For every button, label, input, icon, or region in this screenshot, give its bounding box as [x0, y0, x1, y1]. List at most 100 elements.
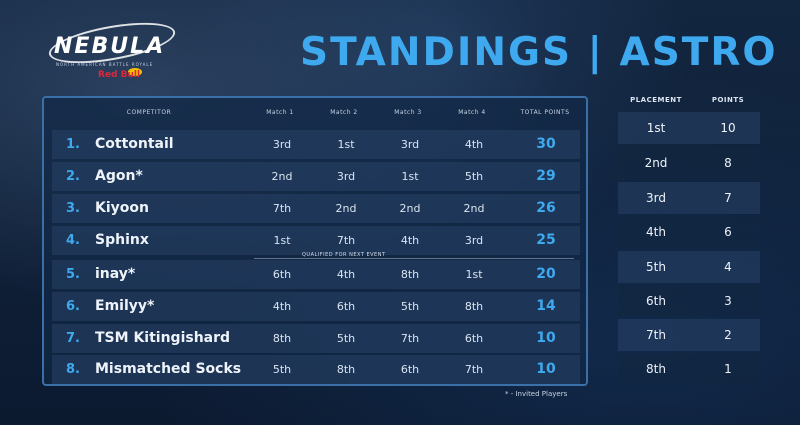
- table-row: 6. Emilyy* 4th 6th 5th 8th 14: [52, 292, 580, 321]
- row-rank: 8.: [66, 362, 80, 377]
- row-match-1: 7th: [272, 202, 292, 215]
- row-total: 29: [536, 168, 556, 184]
- row-match-2: 1st: [337, 138, 355, 151]
- row-total: 25: [536, 232, 556, 248]
- row-match-3: 4th: [400, 234, 420, 247]
- row-match-2: 2nd: [335, 202, 357, 215]
- row-total: 20: [536, 266, 556, 282]
- sponsor-label: Red Bull: [98, 70, 141, 80]
- table-row: 2. Agon* 2nd 3rd 1st 5th 29: [52, 162, 580, 191]
- placement-value: 7th: [646, 328, 666, 342]
- row-rank: 4.: [66, 233, 80, 248]
- row-competitor: Mismatched Socks: [95, 361, 242, 377]
- row-competitor: Sphinx: [95, 232, 149, 248]
- row-competitor: Cottontail: [95, 136, 174, 152]
- row-match-3: 8th: [400, 268, 420, 281]
- placement-row: 2nd 8: [618, 147, 760, 179]
- row-match-1: 5th: [272, 363, 292, 376]
- placement-row: 7th 2: [618, 319, 760, 351]
- row-match-4: 4th: [464, 138, 484, 151]
- placement-value: 4th: [646, 225, 666, 239]
- logo-tagline: NORTH AMERICAN BATTLE ROYALE: [56, 62, 154, 67]
- row-match-4: 5th: [464, 170, 484, 183]
- row-match-4: 7th: [464, 363, 484, 376]
- row-rank: 5.: [66, 267, 80, 282]
- row-match-1: 3rd: [272, 138, 292, 151]
- row-match-3: 3rd: [400, 138, 420, 151]
- placement-value: 2nd: [644, 156, 668, 170]
- header-match-4: Match 4: [458, 109, 486, 116]
- nebula-logo: NEBULA NORTH AMERICAN BATTLE ROYALE Red …: [40, 15, 180, 88]
- row-match-1: 8th: [272, 332, 292, 345]
- row-match-1: 1st: [273, 234, 291, 247]
- row-rank: 7.: [66, 331, 80, 346]
- placement-row: 6th 3: [618, 285, 760, 317]
- table-row: 4. Sphinx 1st 7th 4th 3rd 25: [52, 226, 580, 255]
- points-value: 6: [724, 225, 732, 239]
- row-match-2: 5th: [336, 332, 356, 345]
- points-value: 4: [724, 260, 732, 274]
- row-match-4: 3rd: [464, 234, 484, 247]
- placement-row: 8th 1: [618, 353, 760, 385]
- row-competitor: Agon*: [95, 168, 143, 184]
- row-total: 14: [536, 298, 556, 314]
- header-placement: PLACEMENT: [630, 96, 682, 104]
- qualification-divider: [254, 258, 574, 259]
- placement-value: 6th: [646, 294, 666, 308]
- placement-row: 5th 4: [618, 251, 760, 283]
- row-match-2: 4th: [336, 268, 356, 281]
- placement-row: 3rd 7: [618, 182, 760, 214]
- page-title: STANDINGS | ASTRO: [300, 30, 778, 75]
- row-match-1: 4th: [272, 300, 292, 313]
- row-rank: 2.: [66, 169, 80, 184]
- row-match-1: 2nd: [271, 170, 293, 183]
- header-competitor: COMPETITOR: [126, 109, 172, 116]
- row-match-2: 7th: [336, 234, 356, 247]
- placement-row: 1st 10: [618, 112, 760, 144]
- row-match-4: 1st: [465, 268, 483, 281]
- row-competitor: Kiyoon: [95, 200, 149, 216]
- header-match-3: Match 3: [394, 109, 422, 116]
- row-total: 26: [536, 200, 556, 216]
- placement-row: 4th 6: [618, 216, 760, 248]
- row-match-3: 1st: [401, 170, 419, 183]
- placement-value: 8th: [646, 362, 666, 376]
- table-row: 3. Kiyoon 7th 2nd 2nd 2nd 26: [52, 194, 580, 223]
- row-match-2: 8th: [336, 363, 356, 376]
- row-match-3: 7th: [400, 332, 420, 345]
- red-bull-icon: [128, 68, 142, 76]
- points-value: 8: [724, 156, 732, 170]
- qualification-label: QUALIFIED FOR NEXT EVENT: [302, 252, 386, 258]
- points-value: 2: [724, 328, 732, 342]
- row-rank: 6.: [66, 299, 80, 314]
- points-value: 1: [724, 362, 732, 376]
- row-match-2: 3rd: [336, 170, 356, 183]
- header-match-1: Match 1: [266, 109, 294, 116]
- row-match-2: 6th: [336, 300, 356, 313]
- row-competitor: TSM Kitingishard: [95, 330, 231, 346]
- table-row: 8. Mismatched Socks 5th 8th 6th 7th 10: [52, 355, 580, 384]
- table-row: 7. TSM Kitingishard 8th 5th 7th 6th 10: [52, 324, 580, 353]
- table-row: 1. Cottontail 3rd 1st 3rd 4th 30: [52, 130, 580, 159]
- row-match-3: 6th: [400, 363, 420, 376]
- row-rank: 3.: [66, 201, 80, 216]
- placement-value: 3rd: [646, 191, 666, 205]
- logo-brand: NEBULA: [54, 34, 166, 59]
- row-match-4: 8th: [464, 300, 484, 313]
- row-match-3: 2nd: [399, 202, 421, 215]
- invited-players-footnote: * - Invited Players: [505, 390, 568, 398]
- row-match-3: 5th: [400, 300, 420, 313]
- points-value: 7: [724, 191, 732, 205]
- points-value: 10: [720, 121, 736, 135]
- row-match-1: 6th: [272, 268, 292, 281]
- table-row: 5. inay* 6th 4th 8th 1st 20: [52, 260, 580, 289]
- placement-value: 5th: [646, 260, 666, 274]
- standings-header: COMPETITOR Match 1 Match 2 Match 3 Match…: [44, 98, 586, 128]
- header-points: POINTS: [711, 96, 745, 104]
- standings-table: COMPETITOR Match 1 Match 2 Match 3 Match…: [42, 96, 588, 386]
- row-total: 30: [536, 136, 556, 152]
- row-total: 10: [536, 361, 556, 377]
- row-rank: 1.: [66, 137, 80, 152]
- placement-value: 1st: [646, 121, 666, 135]
- points-value: 3: [724, 294, 732, 308]
